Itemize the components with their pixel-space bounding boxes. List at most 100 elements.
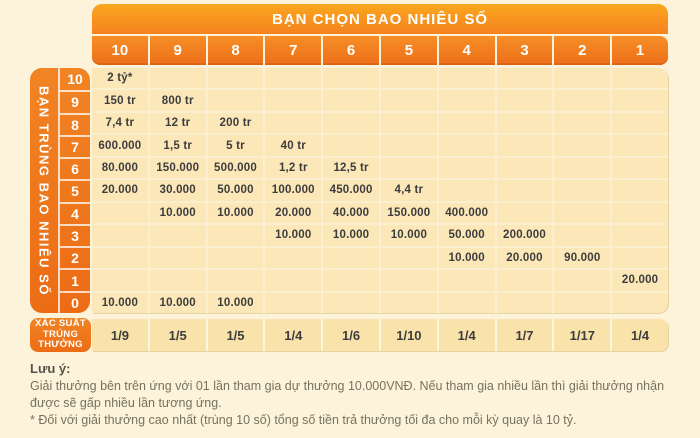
prize-cell — [554, 68, 611, 89]
column-header-cell: 1 — [612, 36, 668, 65]
prize-cell: 12,5 tr — [323, 157, 379, 179]
prize-cell — [265, 68, 322, 89]
prize-cell: 12 tr — [149, 112, 206, 134]
prize-cell — [380, 112, 437, 134]
prize-cell — [149, 68, 206, 89]
prize-cell: 10.000 — [149, 202, 206, 224]
prize-cell — [323, 68, 379, 89]
prize-cell — [554, 90, 611, 111]
probability-cell: 1/5 — [207, 319, 264, 351]
footnote-general: Giải thưởng bên trên ứng với 01 lần tham… — [30, 379, 665, 410]
prize-cell — [496, 157, 553, 179]
prize-cell — [554, 157, 611, 179]
prize-cell: 20.000 — [496, 247, 553, 269]
prize-cell: 10.000 — [207, 202, 264, 224]
match-numbers-header: BẠN TRÙNG BAO NHIÊU SỐ 10 9 8 7 6 5 4 3 2 1 0 — [30, 68, 90, 313]
prize-cell — [92, 225, 148, 246]
prize-cell — [496, 202, 553, 224]
match-count-column: 10 9 8 7 6 5 4 3 2 1 0 — [60, 68, 90, 313]
prize-cell: 400.000 — [438, 202, 495, 224]
match-count-cell: 9 — [60, 90, 90, 112]
prize-cell — [380, 90, 437, 111]
prize-cell: 20.000 — [265, 202, 322, 224]
prize-cell: 10.000 — [265, 225, 322, 246]
probability-label-line: THƯỞNG — [38, 339, 83, 351]
prize-cell: 1,5 tr — [149, 135, 206, 156]
prize-cell: 800 tr — [149, 90, 206, 111]
prize-cell — [496, 180, 553, 201]
prize-cell — [438, 90, 495, 111]
prize-cell — [149, 270, 206, 291]
prize-cell — [207, 68, 264, 89]
footnote-jackpot-cap: * Đối với giải thưởng cao nhất (trùng 10… — [30, 413, 577, 427]
column-header-cell: 8 — [207, 36, 264, 65]
column-header-cell: 4 — [438, 36, 495, 65]
column-header-cell: 9 — [149, 36, 206, 65]
prize-cell — [612, 68, 668, 89]
prize-cell — [496, 270, 553, 291]
prize-cell: 40.000 — [323, 202, 379, 224]
prize-cell — [323, 135, 379, 156]
prize-cell — [554, 112, 611, 134]
match-count-cell: 6 — [60, 157, 90, 179]
prize-cell — [496, 135, 553, 156]
match-numbers-title-wrap: BẠN TRÙNG BAO NHIÊU SỐ — [30, 68, 60, 313]
prize-cell — [380, 270, 437, 291]
prize-cell — [554, 180, 611, 201]
prize-cell — [612, 247, 668, 269]
prize-cell — [496, 112, 553, 134]
footnotes: Lưu ý: Giải thưởng bên trên ứng với 01 l… — [30, 360, 680, 429]
prize-cell — [92, 202, 148, 224]
prize-cell — [438, 157, 495, 179]
prize-cell — [265, 112, 322, 134]
prize-cell — [380, 68, 437, 89]
prize-cell — [323, 292, 379, 313]
prize-cell — [612, 202, 668, 224]
match-count-cell: 8 — [60, 112, 90, 135]
prize-cell: 20.000 — [92, 180, 148, 201]
column-header-cell: 7 — [265, 36, 322, 65]
prize-cell — [612, 112, 668, 134]
match-count-cell: 2 — [60, 246, 90, 268]
prize-cell: 100.000 — [265, 180, 322, 201]
prize-cell: 30.000 — [149, 180, 206, 201]
prize-cell — [554, 292, 611, 313]
prize-cell — [438, 68, 495, 89]
prize-cell — [265, 247, 322, 269]
prize-cell — [380, 247, 437, 269]
prize-cell: 80.000 — [92, 157, 148, 179]
prize-cell — [323, 247, 379, 269]
probability-cell: 1/17 — [554, 319, 611, 351]
prize-cell — [380, 135, 437, 156]
match-count-cell: 3 — [60, 223, 90, 246]
prize-cell — [323, 112, 379, 134]
choose-numbers-header: BẠN CHỌN BAO NHIÊU SỐ — [92, 4, 668, 34]
prize-cell: 200.000 — [496, 225, 553, 246]
probability-label-line: XÁC SUẤT — [35, 318, 86, 330]
match-count-cell: 1 — [60, 268, 90, 290]
match-count-cell: 7 — [60, 134, 90, 157]
choose-numbers-title: BẠN CHỌN BAO NHIÊU SỐ — [271, 10, 488, 28]
prize-cell: 50.000 — [438, 225, 495, 246]
match-count-cell: 10 — [67, 71, 83, 88]
prize-cell — [554, 270, 611, 291]
footnotes-heading: Lưu ý: — [30, 361, 71, 376]
prize-cell — [612, 225, 668, 246]
prize-cell — [496, 90, 553, 111]
prize-cell — [438, 270, 495, 291]
prize-cell — [554, 135, 611, 156]
prize-cell — [323, 90, 379, 111]
prize-cell: 10.000 — [207, 292, 264, 313]
column-header-cell: 5 — [380, 36, 437, 65]
prize-cell: 500.000 — [207, 157, 264, 179]
prize-cell — [265, 292, 322, 313]
prize-grid: 2 tỷ* 150 tr 800 tr 7,4 tr 12 tr 200 tr 600.00… — [92, 68, 668, 313]
prize-cell — [612, 180, 668, 201]
prize-cell — [265, 90, 322, 111]
prize-cell — [612, 90, 668, 111]
prize-cell — [149, 225, 206, 246]
probability-cell: 1/5 — [149, 319, 206, 351]
prize-cell: 2 tỷ* — [92, 68, 148, 89]
prize-cell — [207, 90, 264, 111]
